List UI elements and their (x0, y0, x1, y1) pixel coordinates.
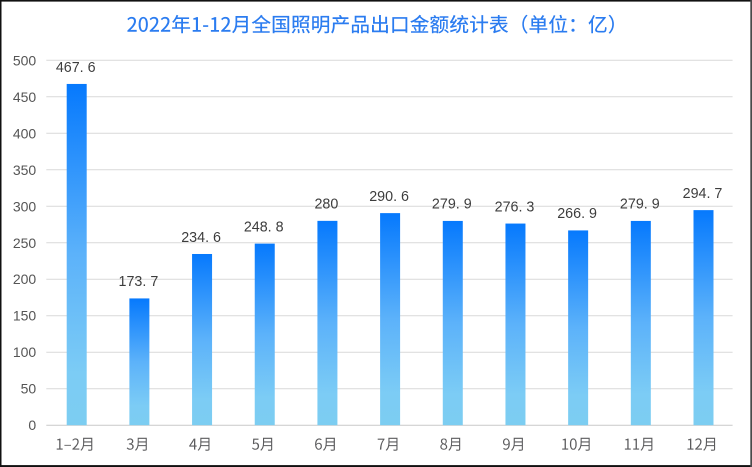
svg-text:50: 50 (21, 381, 37, 397)
svg-text:280: 280 (314, 197, 338, 213)
svg-text:150: 150 (13, 308, 37, 324)
svg-text:0: 0 (28, 417, 36, 433)
svg-text:500: 500 (13, 52, 37, 68)
svg-text:200: 200 (13, 271, 37, 287)
svg-text:234. 6: 234. 6 (181, 230, 221, 246)
svg-text:294. 7: 294. 7 (683, 186, 723, 202)
svg-text:450: 450 (13, 89, 37, 105)
svg-text:279. 9: 279. 9 (432, 197, 472, 213)
svg-text:350: 350 (13, 162, 37, 178)
svg-text:300: 300 (13, 198, 37, 214)
svg-text:400: 400 (13, 125, 37, 141)
svg-text:266. 9: 266. 9 (557, 206, 597, 222)
svg-text:250: 250 (13, 235, 37, 251)
svg-text:173. 7: 173. 7 (119, 274, 159, 290)
svg-text:290. 6: 290. 6 (369, 189, 409, 205)
svg-text:276. 3: 276. 3 (495, 199, 535, 215)
svg-text:467. 6: 467. 6 (56, 60, 96, 76)
svg-text:279. 9: 279. 9 (620, 197, 660, 213)
svg-text:248. 8: 248. 8 (244, 219, 284, 235)
svg-text:100: 100 (13, 344, 37, 360)
